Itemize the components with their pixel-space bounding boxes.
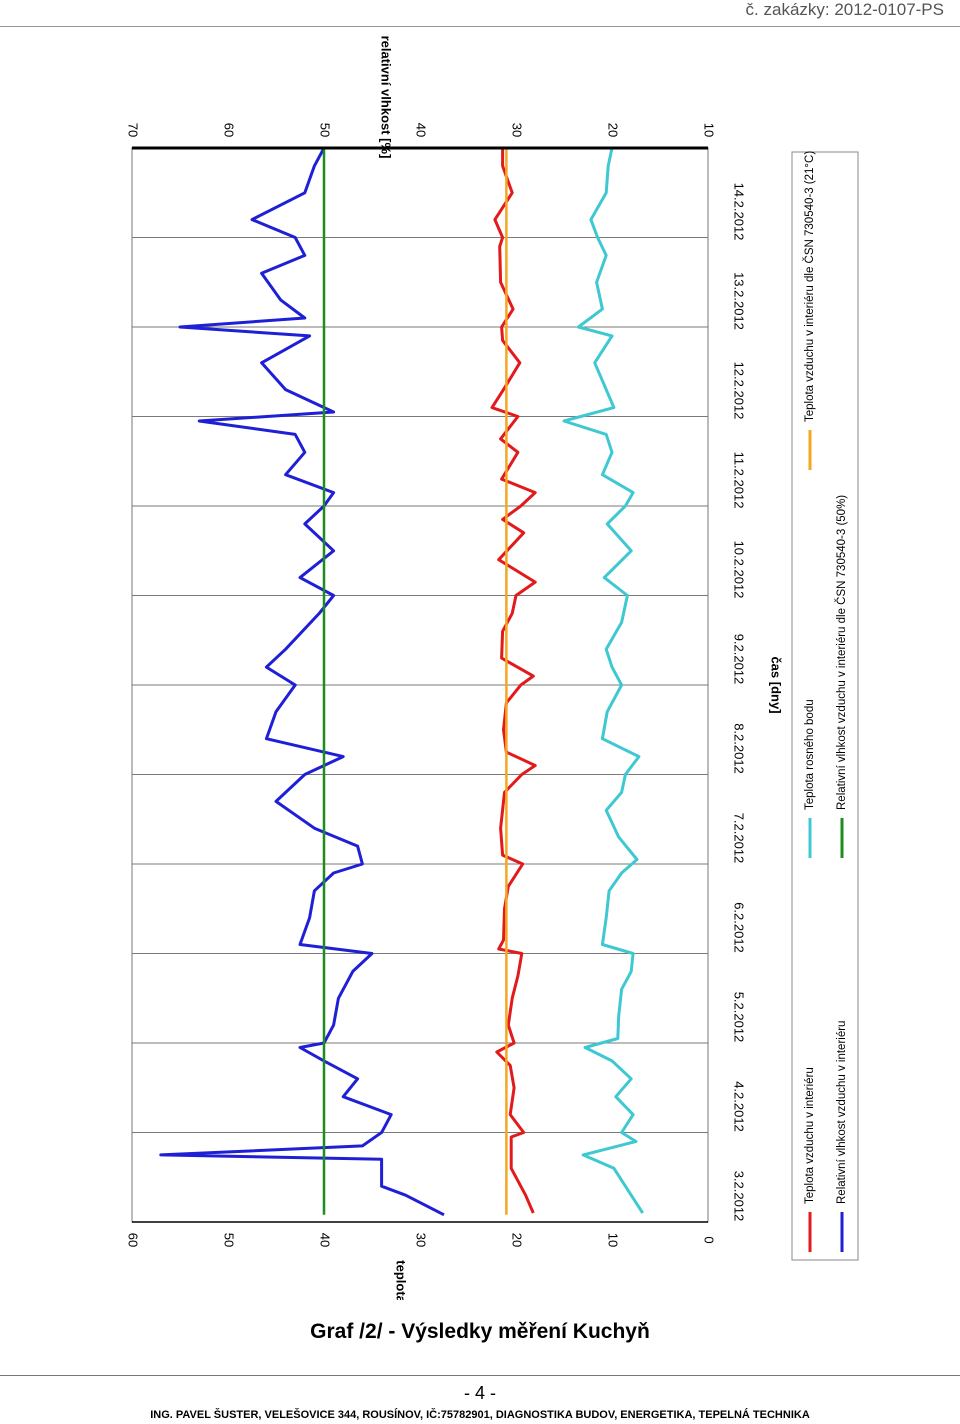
right-axis-tick-label: 60 bbox=[222, 123, 237, 137]
time-axis-tick-label: 12.2.2012 bbox=[732, 362, 747, 420]
left-axis-tick-label: 50 bbox=[222, 1233, 237, 1247]
right-axis-tick-label: 40 bbox=[414, 123, 429, 137]
time-axis-title: čas [dny] bbox=[769, 656, 784, 713]
time-axis-tick-label: 13.2.2012 bbox=[732, 272, 747, 330]
time-axis-tick-label: 4.2.2012 bbox=[732, 1081, 747, 1132]
order-code: č. zakázky: 2012-0107-PS bbox=[745, 0, 944, 19]
right-axis-tick-label: 20 bbox=[606, 123, 621, 137]
legend-label-norm_vlhkost: Relativní vlhkost vzduchu v interiéru dl… bbox=[835, 495, 848, 810]
chart-grid bbox=[132, 147, 708, 1133]
right-axis-tick-label: 30 bbox=[510, 123, 525, 137]
left-axis-title: teplota [°C] bbox=[394, 1260, 409, 1300]
right-axis-tick-label: 50 bbox=[318, 123, 333, 137]
left-axis-tick-label: 40 bbox=[318, 1233, 333, 1247]
left-axis-tick-label: 20 bbox=[510, 1233, 525, 1247]
legend-label-rosny_bod: Teplota rosného bodu bbox=[804, 699, 816, 810]
time-axis-tick-label: 14.2.2012 bbox=[732, 183, 747, 241]
legend-label-norm_teplota: Teplota vzduchu v interiéru dle ČSN 7305… bbox=[803, 151, 816, 422]
time-axis-tick-label: 6.2.2012 bbox=[732, 902, 747, 953]
page-number: - 4 - bbox=[463, 1383, 496, 1403]
humidity-temperature-chart: 0 10 20 30 40 50 60 10 20 30 40 50 60 70 3.2.2012 4.2.2… bbox=[126, 36, 859, 1300]
header-divider bbox=[0, 26, 960, 27]
series-line-rosny_bod bbox=[562, 147, 644, 1214]
chart-legend: Teplota vzduchu v interiéru Relativní vlh… bbox=[791, 151, 859, 1261]
left-axis-tick-label: 60 bbox=[126, 1233, 141, 1247]
legend-label-vlhkost: Relativní vlhkost vzduchu v interiéru bbox=[836, 1021, 848, 1204]
right-axis-title: relativní vlhkost [%] bbox=[379, 36, 394, 159]
left-axis-tick-label: 0 bbox=[702, 1236, 717, 1243]
time-axis-tick-label: 7.2.2012 bbox=[732, 813, 747, 864]
time-axis-tick-label: 10.2.2012 bbox=[732, 541, 747, 599]
time-axis-tick-label: 8.2.2012 bbox=[732, 723, 747, 774]
left-axis-tick-label: 10 bbox=[606, 1233, 621, 1247]
chart-series bbox=[159, 147, 644, 1217]
left-axis-tick-label: 30 bbox=[414, 1233, 429, 1247]
time-axis-tick-label: 5.2.2012 bbox=[732, 992, 747, 1043]
time-axis-tick-label: 3.2.2012 bbox=[732, 1171, 747, 1222]
legend-label-teplota: Teplota vzduchu v interiéru bbox=[804, 1067, 816, 1204]
chart-axes: 0 10 20 30 40 50 60 10 20 30 40 50 60 70 3.2.2012 4.2.2… bbox=[126, 36, 784, 1300]
legend-box bbox=[791, 151, 859, 1261]
time-axis-tick-label: 11.2.2012 bbox=[732, 452, 747, 509]
chart-caption: Graf /2/ - Výsledky měření Kuchyň bbox=[310, 1320, 650, 1343]
right-axis-tick-label: 10 bbox=[702, 123, 717, 137]
series-line-vlhkost bbox=[159, 147, 445, 1217]
footer-divider bbox=[0, 1375, 960, 1376]
time-axis-tick-label: 9.2.2012 bbox=[732, 634, 747, 685]
series-line-teplota bbox=[490, 148, 537, 1214]
right-axis-tick-label: 70 bbox=[126, 123, 141, 137]
footer-company-info: ING. PAVEL ŠUSTER, VELEŠOVICE 344, ROUSÍ… bbox=[150, 1409, 810, 1421]
